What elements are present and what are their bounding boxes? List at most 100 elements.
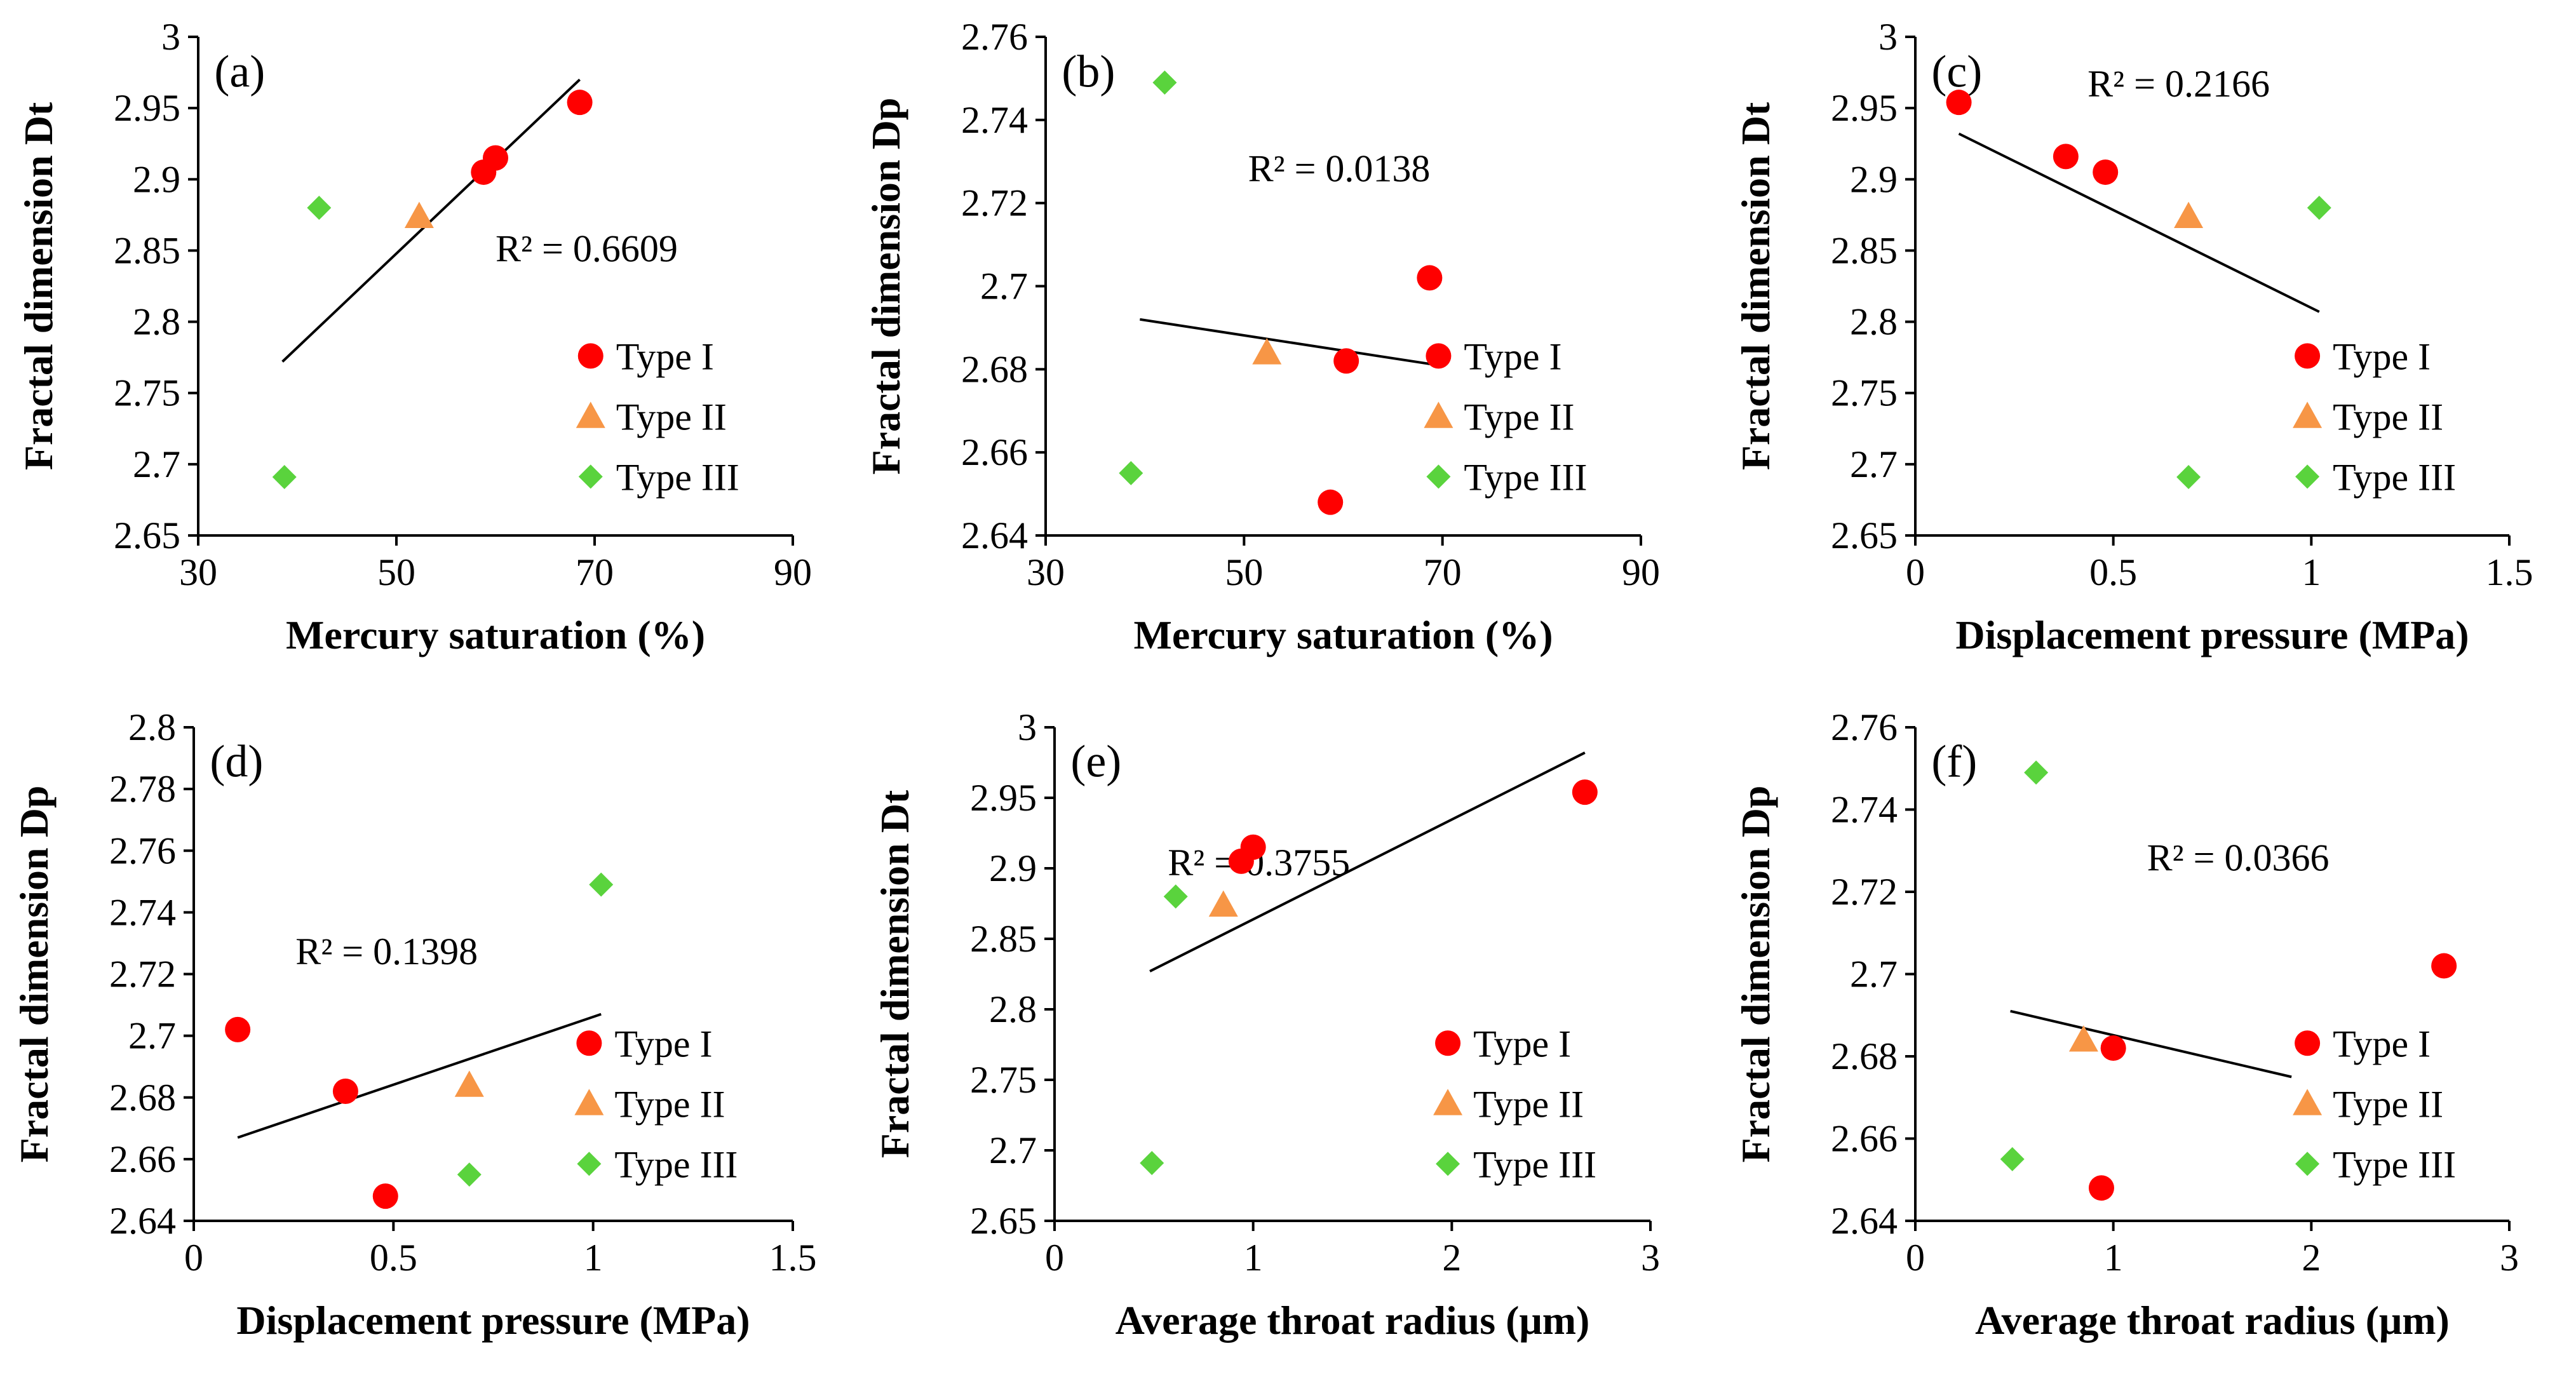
y-tick-label: 2.66 — [961, 431, 1028, 473]
y-tick-label: 2.85 — [1831, 229, 1898, 271]
y-axis-title: Fractal dimension Dp — [863, 98, 908, 475]
chart-panel-1: 2.65 2.7 2.75 2.8 2.85 2.9 2.95 3 30 50 70 90 Mercur… — [16, 16, 812, 657]
x-tick-label: 3 — [1641, 1237, 1660, 1279]
legend-marker-type-i — [576, 1030, 602, 1056]
data-point-type-iii — [1163, 884, 1188, 909]
x-tick-label: 0 — [184, 1237, 203, 1279]
legend-label-type-iii: Type III — [616, 456, 739, 498]
y-tick-label: 2.74 — [961, 99, 1028, 141]
data-point-type-iii — [2176, 465, 2201, 490]
y-tick-label: 2.95 — [114, 87, 180, 129]
legend-label-type-ii: Type II — [2333, 1083, 2443, 1125]
data-point-type-iii — [2000, 1147, 2025, 1171]
chart-panel-5: 2.65 2.7 2.75 2.8 2.85 2.9 2.95 3 0 1 2 3 Average th… — [872, 706, 1660, 1343]
y-tick-label: 2.75 — [114, 372, 180, 414]
y-tick-label: 2.7 — [989, 1129, 1037, 1171]
legend-marker-type-ii — [2293, 1089, 2323, 1115]
data-point-type-i — [1417, 265, 1443, 291]
legend-marker-type-ii — [1433, 1089, 1463, 1115]
y-tick-label: 2.68 — [109, 1077, 176, 1119]
data-point-type-i — [471, 159, 497, 185]
panel-label: (e) — [1070, 736, 1121, 787]
legend-label-type-i: Type I — [614, 1023, 712, 1065]
y-tick-label: 2.9 — [133, 158, 180, 200]
legend-marker-type-ii — [574, 1089, 604, 1115]
y-tick-label: 2.72 — [109, 953, 176, 995]
x-axis-title: Displacement pressure (MPa) — [1955, 612, 2469, 657]
data-point-type-i — [1228, 848, 1254, 874]
data-point-type-i — [2093, 159, 2119, 185]
y-tick-label: 2.72 — [961, 182, 1028, 224]
data-point-type-i — [2053, 144, 2079, 170]
legend-label-type-i: Type I — [1464, 335, 1561, 377]
legend-marker-type-ii — [1424, 401, 1453, 428]
legend-marker-type-iii — [2295, 1152, 2320, 1176]
legend-label-type-iii: Type III — [2333, 456, 2456, 498]
data-point-type-iii — [1152, 70, 1177, 95]
y-tick-label: 2.65 — [114, 515, 180, 556]
y-tick-label: 2.8 — [128, 706, 176, 748]
trendline — [2010, 1009, 2292, 1079]
r-squared-label: R² = 0.1398 — [295, 931, 478, 972]
legend-marker-type-i — [1426, 343, 1452, 369]
legend-label-type-ii: Type II — [1473, 1083, 1584, 1125]
y-axis-title: Fractal dimension Dp — [11, 786, 57, 1163]
data-point-type-iii — [272, 465, 297, 490]
legend-label-type-ii: Type II — [614, 1083, 725, 1125]
data-point-type-i — [2100, 1035, 2126, 1061]
x-tick-label: 1.5 — [769, 1237, 817, 1279]
y-tick-label: 2.85 — [970, 918, 1037, 960]
y-tick-label: 2.95 — [1831, 87, 1898, 129]
panel-label: (b) — [1062, 46, 1115, 97]
legend-marker-type-i — [577, 343, 604, 369]
legend-marker-type-i — [2295, 343, 2321, 369]
legend-marker-type-iii — [577, 1152, 602, 1176]
data-point-type-iii — [2024, 760, 2049, 785]
panel-label: (d) — [210, 736, 263, 787]
x-tick-label: 3 — [2500, 1237, 2519, 1279]
y-tick-label: 2.64 — [109, 1200, 176, 1242]
legend-label-type-i: Type I — [616, 335, 714, 377]
data-point-type-ii — [2174, 201, 2204, 228]
trendline — [1140, 318, 1438, 367]
data-point-type-ii — [1252, 338, 1282, 365]
x-tick-label: 1 — [584, 1237, 603, 1279]
y-tick-label: 2.7 — [1850, 443, 1898, 485]
y-axis-title: Fractal dimension Dt — [872, 790, 917, 1158]
data-point-type-i — [1318, 489, 1344, 515]
x-tick-label: 1 — [2104, 1237, 2123, 1279]
data-point-type-ii — [1208, 890, 1238, 917]
y-tick-label: 2.68 — [1831, 1035, 1898, 1077]
legend-label-type-i: Type I — [2333, 1023, 2431, 1065]
data-point-type-ii — [404, 201, 434, 228]
x-tick-label: 0.5 — [370, 1237, 417, 1279]
x-tick-label: 0 — [1906, 551, 1925, 593]
legend-label-type-i: Type I — [2333, 335, 2431, 377]
y-tick-label: 3 — [1018, 706, 1037, 748]
legend-label-type-ii: Type II — [2333, 396, 2443, 438]
data-point-type-iii — [457, 1162, 482, 1187]
y-tick-label: 2.76 — [1831, 706, 1898, 748]
legend-marker-type-iii — [1436, 1152, 1460, 1176]
legend-marker-type-ii — [2293, 401, 2323, 428]
y-tick-label: 3 — [161, 16, 180, 58]
chart-panel-4: 2.64 2.66 2.68 2.7 2.72 2.74 2.76 2.78 2.8 0 0.5 1 1… — [11, 706, 817, 1343]
x-axis-title: Mercury saturation (%) — [286, 612, 705, 657]
y-tick-label: 2.65 — [1831, 515, 1898, 556]
trendline — [1149, 751, 1586, 972]
legend-marker-type-i — [2295, 1030, 2321, 1056]
data-point-type-i — [372, 1183, 398, 1209]
x-tick-label: 1.5 — [2486, 551, 2533, 593]
y-tick-label: 2.9 — [989, 847, 1037, 889]
data-point-type-iii — [307, 196, 332, 220]
y-tick-label: 2.75 — [970, 1059, 1037, 1101]
y-tick-label: 2.7 — [1850, 953, 1898, 995]
x-tick-label: 0 — [1045, 1237, 1064, 1279]
y-tick-label: 2.8 — [133, 301, 180, 343]
chart-panel-6: 2.64 2.66 2.68 2.7 2.72 2.74 2.76 0 1 2 3 Average t… — [1733, 706, 2519, 1343]
chart-panel-2: 2.64 2.66 2.68 2.7 2.72 2.74 2.76 30 50 70 90 Mercu… — [863, 16, 1660, 657]
data-point-type-ii — [2068, 1025, 2098, 1052]
y-tick-label: 2.7 — [980, 266, 1028, 307]
y-tick-label: 2.72 — [1831, 871, 1898, 913]
y-tick-label: 2.64 — [1831, 1200, 1898, 1242]
